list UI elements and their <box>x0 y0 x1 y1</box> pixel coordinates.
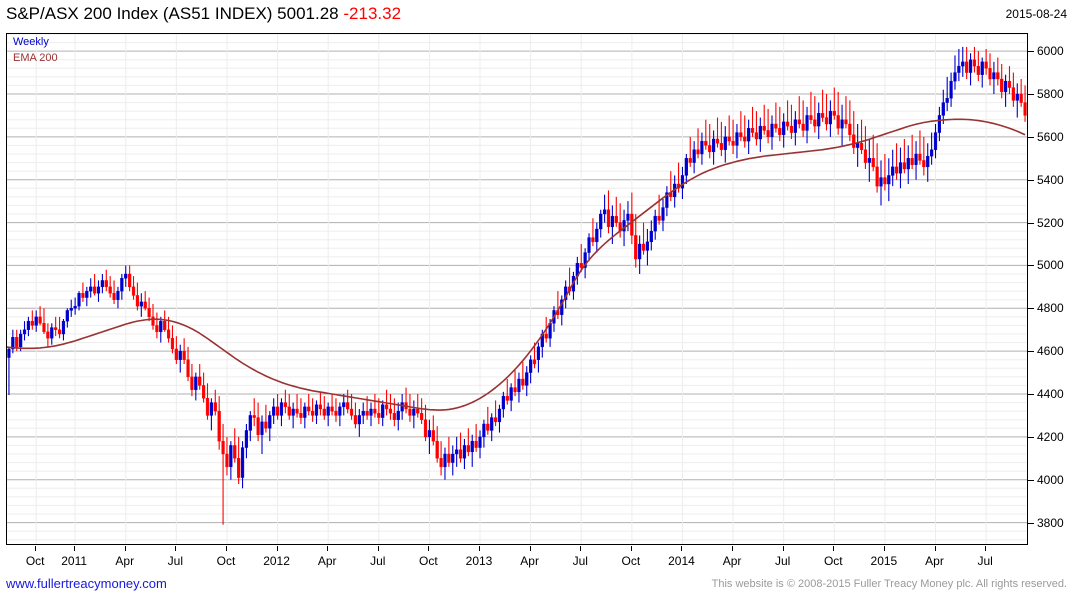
y-tick-mark <box>1028 51 1034 53</box>
x-axis-label: 2014 <box>668 554 695 568</box>
x-axis-label: 2012 <box>263 554 290 568</box>
x-tick-mark <box>225 546 227 551</box>
x-axis-label: 2015 <box>870 554 898 568</box>
x-tick-mark <box>327 546 329 551</box>
x-axis-label: Apr <box>317 554 337 568</box>
x-axis-label: 2011 <box>61 554 88 568</box>
x-tick-mark <box>124 546 126 551</box>
x-tick-mark <box>782 546 784 551</box>
x-axis-label: Jul <box>775 554 791 568</box>
x-axis-label: Jul <box>370 554 386 568</box>
y-axis-label: 4800 <box>1037 301 1064 316</box>
y-tick-mark <box>1028 394 1034 395</box>
x-axis-label: Oct <box>823 554 843 568</box>
x-tick-mark <box>934 546 936 551</box>
x-tick-mark <box>175 546 177 551</box>
x-tick-mark <box>35 546 37 551</box>
x-tick-mark <box>833 546 835 551</box>
x-tick-mark <box>580 546 582 551</box>
x-axis: Oct 2011 Apr Jul Oct 2012 Apr Jul Oct 2013 Apr Jul O… <box>0 546 1075 570</box>
x-axis-label: Apr <box>520 554 539 568</box>
y-axis-label: 5200 <box>1037 215 1064 230</box>
plot-area[interactable]: Weekly EMA 200 <box>6 33 1028 545</box>
y-tick-mark <box>1028 94 1034 95</box>
site-url[interactable]: www.fullertreacymoney.com <box>6 576 167 591</box>
y-axis-label: 5800 <box>1037 87 1064 101</box>
x-axis-label: Jul <box>977 554 993 568</box>
y-axis: 6000 5800 5600 5400 5200 5000 4800 4600 4400 4200… <box>1028 33 1075 545</box>
x-tick-mark <box>377 546 379 551</box>
legend-interval: Weekly <box>13 36 49 48</box>
x-axis-label: Jul <box>167 554 184 568</box>
y-axis-label: 4400 <box>1037 387 1064 401</box>
x-axis-label: Apr <box>115 554 135 568</box>
y-tick-mark <box>1028 479 1034 481</box>
x-tick-mark <box>428 546 430 551</box>
x-tick-mark <box>630 546 632 551</box>
y-axis-label: 5000 <box>1037 258 1064 273</box>
x-axis-label: Oct <box>621 554 641 568</box>
x-tick-mark <box>883 546 885 551</box>
y-axis-label: 5400 <box>1037 172 1064 187</box>
data-layer <box>7 46 1027 525</box>
x-tick-mark <box>479 546 480 551</box>
y-tick-mark <box>1028 436 1034 438</box>
x-tick-mark <box>529 546 531 551</box>
x-axis-label: Oct <box>216 554 236 568</box>
y-tick-mark <box>1028 136 1034 138</box>
y-axis-label: 4000 <box>1037 472 1064 487</box>
x-tick-mark <box>74 546 76 551</box>
price-change: -213.32 <box>343 4 402 23</box>
x-axis-label: Oct <box>25 554 45 568</box>
y-tick-mark <box>1028 265 1034 267</box>
page-title: S&P/ASX 200 Index (AS51 INDEX) 5001.28 -… <box>6 4 401 24</box>
as-of-date: 2015-08-24 <box>1005 7 1067 21</box>
x-axis-label: 2013 <box>465 554 493 568</box>
y-tick-mark <box>1028 308 1034 310</box>
y-axis-label: 3800 <box>1037 515 1064 530</box>
x-tick-mark <box>985 546 987 551</box>
y-axis-label: 4600 <box>1037 344 1064 359</box>
x-tick-mark <box>681 546 683 551</box>
x-tick-mark <box>732 546 734 551</box>
x-tick-mark <box>276 546 278 551</box>
x-axis-label: Apr <box>722 554 742 568</box>
chart-header: S&P/ASX 200 Index (AS51 INDEX) 5001.28 -… <box>0 0 1075 30</box>
y-axis-label: 5600 <box>1037 129 1064 144</box>
y-tick-mark <box>1028 222 1034 224</box>
x-axis-label: Oct <box>419 554 438 568</box>
y-axis-label: 4200 <box>1037 429 1064 444</box>
title-instrument: S&P/ASX 200 Index (AS51 INDEX) 5001.28 <box>6 4 339 23</box>
y-axis-label: 6000 <box>1037 44 1064 59</box>
copyright-notice: This website is © 2008-2015 Fuller Treac… <box>711 578 1067 590</box>
legend-ema-overlay: EMA 200 <box>13 52 58 64</box>
y-tick-mark <box>1028 351 1034 353</box>
x-axis-label: Jul <box>572 554 588 568</box>
x-axis-label: Apr <box>925 554 944 568</box>
y-tick-mark <box>1028 179 1034 181</box>
y-tick-mark <box>1028 522 1034 524</box>
